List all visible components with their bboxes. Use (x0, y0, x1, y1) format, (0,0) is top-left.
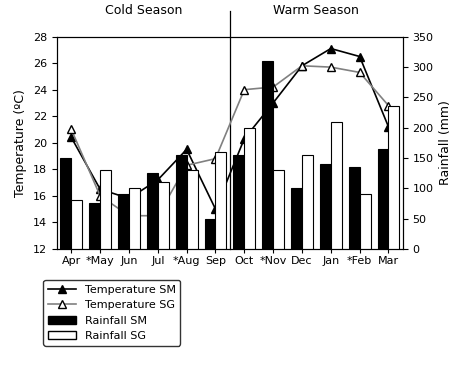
Bar (176, 155, 187, 249)
Bar (360, 194, 371, 249)
Temperature SM (155, 178, 161, 182)
Temperature SG (155, 213, 161, 218)
Bar (302, 155, 313, 249)
Text: Warm Season: Warm Season (273, 4, 359, 17)
Text: Cold Season: Cold Season (105, 4, 182, 17)
Temperature SG (126, 213, 132, 218)
Temperature SG (270, 85, 276, 89)
Temperature SG (328, 65, 334, 69)
Line: Temperature SM: Temperature SM (67, 44, 392, 213)
Y-axis label: Temperature (ºC): Temperature (ºC) (14, 89, 27, 197)
Bar (158, 182, 169, 249)
Bar (60, 158, 71, 249)
Temperature SM (386, 124, 392, 129)
Y-axis label: Rainfall (mm): Rainfall (mm) (439, 100, 452, 185)
Temperature SM (68, 135, 74, 140)
Bar (204, 219, 216, 249)
Temperature SG (213, 157, 219, 161)
Bar (233, 155, 244, 249)
Bar (71, 200, 82, 249)
Temperature SG (184, 163, 190, 168)
Bar (129, 188, 140, 249)
Temperature SG (357, 70, 363, 75)
Temperature SM (270, 101, 276, 105)
Bar (291, 188, 302, 249)
Temperature SG (68, 127, 74, 132)
Bar (118, 194, 129, 249)
Temperature SG (386, 103, 392, 108)
Temperature SG (241, 87, 247, 92)
Temperature SM (97, 187, 103, 191)
Temperature SM (357, 54, 363, 59)
Bar (89, 203, 100, 249)
Bar (331, 122, 342, 249)
Bar (187, 170, 198, 249)
Bar (216, 152, 227, 249)
Bar (320, 164, 331, 249)
Bar (349, 167, 360, 249)
Temperature SM (126, 196, 132, 201)
Bar (147, 173, 158, 249)
Temperature SM (184, 147, 190, 152)
Bar (377, 149, 389, 249)
Temperature SM (299, 64, 305, 68)
Temperature SG (299, 64, 305, 68)
Bar (262, 61, 273, 249)
Bar (100, 170, 111, 249)
Bar (273, 170, 284, 249)
Line: Temperature SG: Temperature SG (67, 61, 392, 220)
Temperature SM (241, 137, 247, 141)
Bar (244, 128, 255, 249)
Legend: Temperature SM, Temperature SG, Rainfall SM, Rainfall SG: Temperature SM, Temperature SG, Rainfall… (44, 280, 180, 346)
Temperature SM (213, 207, 219, 211)
Bar (389, 107, 400, 249)
Temperature SG (97, 194, 103, 198)
Temperature SM (328, 46, 334, 51)
